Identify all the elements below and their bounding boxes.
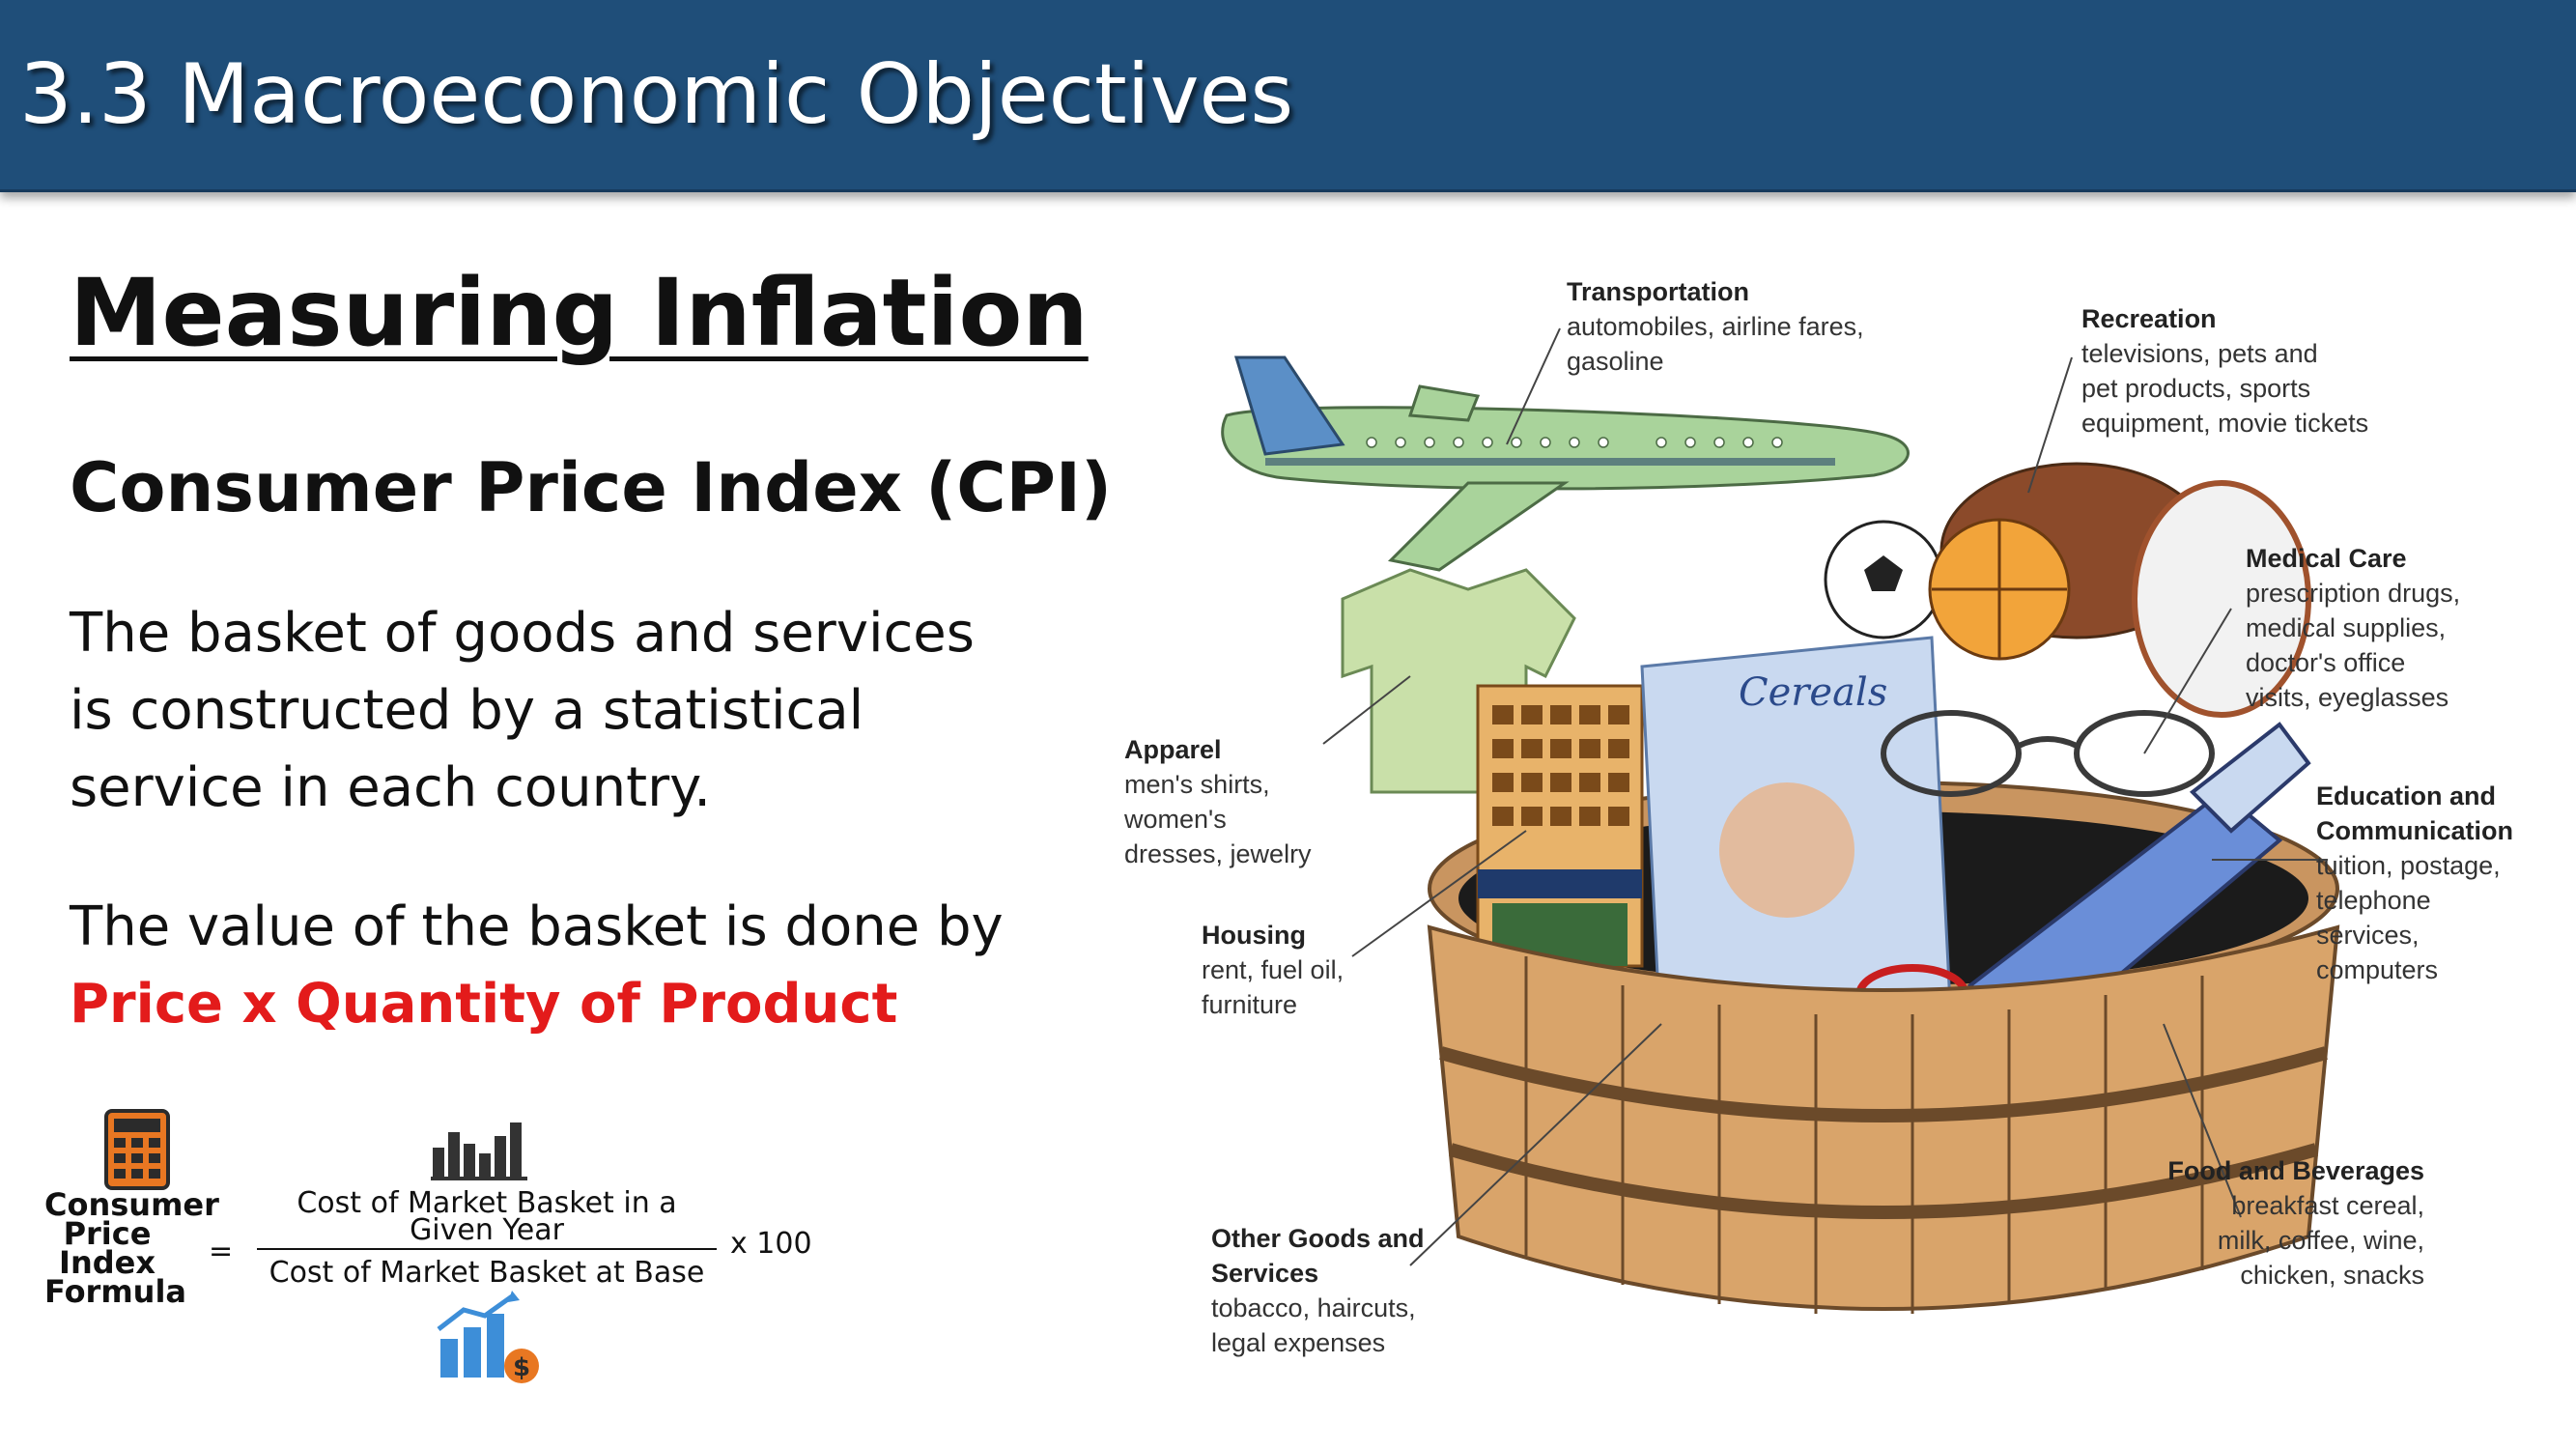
cpi-basket-illustration: Cereals [1120,251,2513,1391]
category-items: furniture [1202,990,1298,1019]
section-title: Measuring Inflation [70,259,1089,367]
paragraph-line: The basket of goods and services [70,602,975,665]
bar-chart-icon [431,1122,527,1180]
label-education-communication: Education and Communication tuition, pos… [2316,779,2513,987]
slide-title: 3.3 Macroeconomic Objectives [19,46,1294,143]
building-icon [1476,684,1644,968]
basket-artwork: Cereals [1221,327,2340,1314]
paragraph-line: service in each country. [70,756,712,819]
formula-label-line: Consumer [44,1186,219,1223]
formula-numerator: Cost of Market Basket in a Given Year [263,1186,711,1247]
svg-text:$: $ [513,1353,530,1382]
paragraph-line: The value of the basket is done by [70,895,1004,958]
category-items: medical supplies, [2246,613,2447,642]
category-name: Transportation [1567,277,1750,306]
category-name: Communication [2316,816,2514,845]
basketball-icon [1928,518,2071,661]
category-name: Apparel [1124,735,1222,764]
category-items: tuition, postage, [2316,851,2501,880]
formula-label-line: Price [63,1215,152,1252]
category-items: automobiles, airline fares, [1567,312,1864,341]
category-items: rent, fuel oil, [1202,955,1345,984]
paragraph-line: is constructed by a statistical [70,679,864,742]
category-items: computers [2316,955,2439,984]
category-items: tobacco, haircuts, [1211,1293,1416,1322]
basket-band [1449,1143,2318,1219]
category-items: visits, eyeglasses [2246,683,2449,712]
category-name: Recreation [2081,304,2217,333]
label-transportation: Transportation automobiles, airline fare… [1567,274,1864,379]
category-name: Food and Beverages [2167,1156,2424,1185]
label-recreation: Recreation televisions, pets and pet pro… [2081,301,2368,440]
formula-label: Consumer Price Index Formula [44,1186,219,1310]
category-name: Medical Care [2246,544,2407,573]
category-name: Education and [2316,781,2497,810]
category-items: breakfast cereal, [2231,1191,2424,1220]
category-name: Housing [1202,921,1306,950]
paragraph-basket-construction: The basket of goods and services is cons… [70,595,1093,827]
category-items: services, [2316,921,2420,950]
sub-title: Consumer Price Index (CPI) [70,448,1112,527]
category-name: Other Goods and [1211,1224,1425,1253]
category-items: chicken, snacks [2240,1261,2424,1290]
label-housing: Housing rent, fuel oil, furniture [1202,918,1344,1022]
category-items: legal expenses [1211,1328,1386,1357]
calculator-icon [104,1109,170,1190]
eyeglasses-icon [1881,710,2215,797]
cereal-box-icon: Cereals [1640,636,1953,1055]
tennis-racket-icon [2132,480,2311,718]
formula-label-line: Index [59,1244,156,1281]
category-items: dresses, jewelry [1124,839,1312,868]
category-items: prescription drugs, [2246,579,2461,608]
category-items: gasoline [1567,347,1664,376]
formula-multiplier: x 100 [730,1227,812,1261]
category-items: milk, coffee, wine, [2217,1226,2424,1255]
label-food-beverages: Food and Beverages breakfast cereal, mil… [2164,1153,2424,1293]
label-other-goods-services: Other Goods and Services tobacco, haircu… [1211,1221,1425,1360]
category-items: equipment, movie tickets [2081,409,2369,438]
label-medical-care: Medical Care prescription drugs, medical… [2246,541,2460,715]
price-quantity-highlight: Price x Quantity of Product [70,973,898,1036]
cpi-formula: Consumer Price Index Formula = Cost of M… [39,1101,850,1391]
paragraph-basket-value: The value of the basket is done by Price… [70,889,1093,1043]
category-items: telephone [2316,886,2431,915]
category-items: televisions, pets and [2081,339,2318,368]
category-items: pet products, sports [2081,374,2311,403]
growth-chart-dollar-icon: $ [437,1291,539,1383]
formula-denominator: Cost of Market Basket at Base [269,1256,705,1290]
slide-header: 3.3 Macroeconomic Objectives [0,0,2576,192]
formula-label-line: Formula [44,1273,187,1310]
airplane-icon [1221,355,1910,572]
formula-equals: = [209,1235,234,1268]
category-items: women's [1124,805,1227,834]
callout-lines [1322,327,2328,1266]
soccer-ball-icon [1824,520,1943,639]
cereal-box-text: Cereals [1739,670,1887,715]
category-name: Services [1211,1259,1319,1288]
label-apparel: Apparel men's shirts, women's dresses, j… [1124,732,1312,871]
basket-band [1439,1046,2328,1122]
category-items: men's shirts, [1124,770,1270,799]
fraction-bar [257,1248,717,1250]
numerator-line: Cost of Market Basket in a [297,1186,677,1220]
category-items: doctor's office [2246,648,2406,677]
numerator-line: Given Year [410,1213,564,1247]
